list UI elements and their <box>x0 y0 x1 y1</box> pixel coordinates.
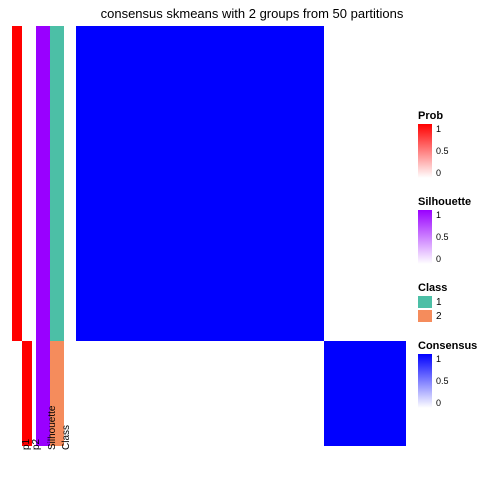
heatmap-block <box>76 341 324 446</box>
heatmap-block <box>324 26 407 341</box>
legend-class-label: 2 <box>436 311 442 322</box>
tick: 0 <box>436 254 449 264</box>
legend-class-title: Class <box>418 282 494 294</box>
tick: 1 <box>436 124 449 134</box>
legend-prob-title: Prob <box>418 110 494 122</box>
chart-title: consensus skmeans with 2 groups from 50 … <box>0 6 504 21</box>
legend-silhouette: Silhouette 1 0.5 0 <box>418 196 494 264</box>
track-segment <box>50 26 64 341</box>
legend-consensus-ticks: 1 0.5 0 <box>436 354 449 408</box>
heatmap-block <box>76 26 324 341</box>
legend-class-item-2: 2 <box>418 310 494 322</box>
track-segment <box>22 26 32 341</box>
tick: 0.5 <box>436 146 449 156</box>
legend-prob-gradient <box>418 124 432 178</box>
plot-area <box>12 26 407 446</box>
legend-class-swatch-1 <box>418 296 432 308</box>
legend-consensus-gradient <box>418 354 432 408</box>
track-segment <box>12 341 22 446</box>
tick: 0 <box>436 168 449 178</box>
legend-silhouette-ticks: 1 0.5 0 <box>436 210 449 264</box>
tick: 0.5 <box>436 232 449 242</box>
legend-class-label: 1 <box>436 297 442 308</box>
tick: 1 <box>436 354 449 364</box>
legend-silhouette-gradient <box>418 210 432 264</box>
legend-class-item-1: 1 <box>418 296 494 308</box>
legend-prob-ticks: 1 0.5 0 <box>436 124 449 178</box>
track-p2 <box>22 26 32 446</box>
heatmap-block <box>324 341 407 446</box>
legends-panel: Prob 1 0.5 0 Silhouette 1 0.5 0 Class 1 <box>418 110 494 426</box>
track-label-class: Class <box>61 425 72 450</box>
track-segment <box>12 26 22 341</box>
track-p1 <box>12 26 22 446</box>
track-label-p2: p2 <box>31 439 42 450</box>
legend-class-swatch-2 <box>418 310 432 322</box>
track-label-silhouette: Silhouette <box>47 406 58 450</box>
track-segment <box>36 26 50 446</box>
track-silhouette <box>36 26 50 446</box>
legend-class: Class 1 2 <box>418 282 494 322</box>
track-segment <box>22 341 32 446</box>
legend-prob: Prob 1 0.5 0 <box>418 110 494 178</box>
tick: 0 <box>436 398 449 408</box>
legend-consensus: Consensus 1 0.5 0 <box>418 340 494 408</box>
tick: 0.5 <box>436 376 449 386</box>
legend-consensus-title: Consensus <box>418 340 494 352</box>
track-class <box>50 26 64 446</box>
tick: 1 <box>436 210 449 220</box>
legend-silhouette-title: Silhouette <box>418 196 494 208</box>
